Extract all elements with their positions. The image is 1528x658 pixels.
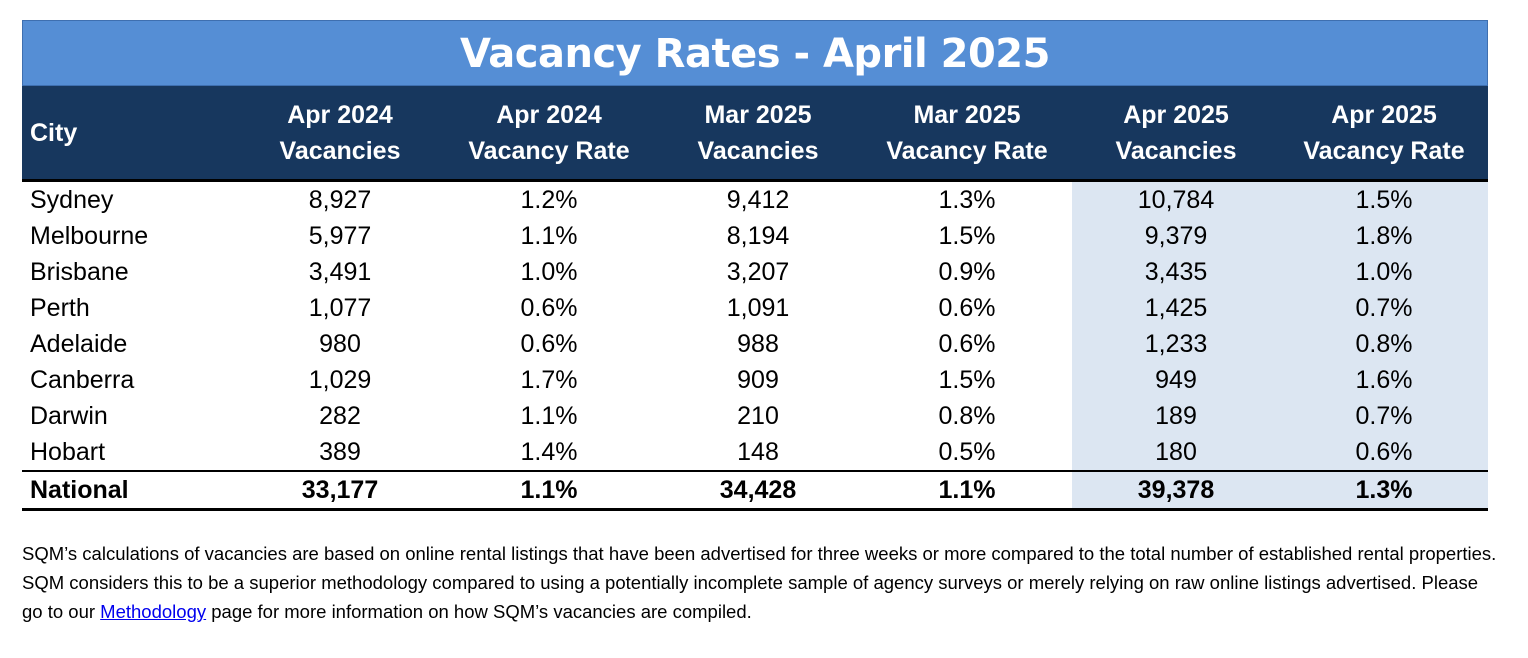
city-cell: Perth: [30, 293, 90, 322]
value-cell: 949: [1072, 362, 1280, 398]
city-cell: Canberra: [30, 365, 135, 394]
value-cell: 1.1%: [520, 221, 578, 250]
table-row: Hobart 389 1.4% 148 0.5% 180 0.6%: [22, 434, 1488, 471]
value-cell: 0.7%: [1280, 290, 1488, 326]
value-cell: 0.8%: [938, 401, 996, 430]
value-cell: 1.6%: [1280, 362, 1488, 398]
methodology-note: SQM’s calculations of vacancies are base…: [22, 539, 1502, 626]
header-apr2024-rate: Apr 2024 Vacancy Rate: [468, 100, 630, 165]
total-cell: 1.3%: [1280, 470, 1488, 511]
value-cell: 8,927: [308, 185, 372, 214]
value-cell: 1.7%: [520, 365, 578, 394]
table-row: Darwin 282 1.1% 210 0.8% 189 0.7%: [22, 398, 1488, 434]
header-city: City: [30, 118, 78, 147]
value-cell: 10,784: [1072, 180, 1280, 218]
value-cell: 5,977: [308, 221, 372, 250]
value-cell: 988: [737, 329, 779, 358]
total-cell: 34,428: [654, 470, 862, 511]
city-cell: Darwin: [30, 401, 108, 430]
value-cell: 1,425: [1072, 290, 1280, 326]
national-total-row: National 33,177 1.1% 34,428 1.1% 39,378 …: [22, 470, 1488, 511]
city-cell: Adelaide: [30, 329, 128, 358]
city-cell: Hobart: [30, 437, 106, 466]
table-row: Sydney 8,927 1.2% 9,412 1.3% 10,784 1.5%: [22, 180, 1488, 218]
table-row: Canberra 1,029 1.7% 909 1.5% 949 1.6%: [22, 362, 1488, 398]
value-cell: 0.9%: [938, 257, 996, 286]
total-cell: 1.1%: [444, 470, 654, 511]
value-cell: 980: [319, 329, 361, 358]
value-cell: 389: [319, 437, 361, 466]
total-cell: 39,378: [1072, 470, 1280, 511]
value-cell: 1,029: [308, 365, 372, 394]
table-row: Brisbane 3,491 1.0% 3,207 0.9% 3,435 1.0…: [22, 254, 1488, 290]
value-cell: 0.6%: [1280, 434, 1488, 471]
header-apr2025-vacancies: Apr 2025 Vacancies: [1115, 100, 1237, 165]
value-cell: 1.0%: [520, 257, 578, 286]
value-cell: 1.1%: [520, 401, 578, 430]
value-cell: 909: [737, 365, 779, 394]
value-cell: 1,077: [308, 293, 372, 322]
value-cell: 9,412: [726, 185, 790, 214]
value-cell: 3,491: [308, 257, 372, 286]
value-cell: 282: [319, 401, 361, 430]
table-row: Perth 1,077 0.6% 1,091 0.6% 1,425 0.7%: [22, 290, 1488, 326]
table-title: Vacancy Rates - April 2025: [22, 20, 1488, 86]
value-cell: 0.6%: [938, 329, 996, 358]
value-cell: 8,194: [726, 221, 790, 250]
value-cell: 0.7%: [1280, 398, 1488, 434]
header-mar2025-vacancies: Mar 2025 Vacancies: [697, 100, 819, 165]
vacancy-table: City Apr 2024 Vacancies Apr 2024 Vacancy R…: [22, 86, 1488, 511]
value-cell: 0.8%: [1280, 326, 1488, 362]
table-row: Melbourne 5,977 1.1% 8,194 1.5% 9,379 1.…: [22, 218, 1488, 254]
value-cell: 0.5%: [938, 437, 996, 466]
header-apr2024-vacancies: Apr 2024 Vacancies: [279, 100, 401, 165]
value-cell: 1.5%: [1280, 180, 1488, 218]
value-cell: 1.3%: [938, 185, 996, 214]
methodology-link[interactable]: Methodology: [100, 601, 207, 622]
value-cell: 1.8%: [1280, 218, 1488, 254]
value-cell: 148: [737, 437, 779, 466]
note-text: SQM’s calculations of vacancies are base…: [22, 543, 1497, 622]
value-cell: 3,435: [1072, 254, 1280, 290]
vacancy-table-frame: Vacancy Rates - April 2025 City Apr 2024…: [22, 20, 1488, 511]
value-cell: 0.6%: [520, 329, 578, 358]
value-cell: 1.4%: [520, 437, 578, 466]
value-cell: 210: [737, 401, 779, 430]
value-cell: 180: [1072, 434, 1280, 471]
value-cell: 189: [1072, 398, 1280, 434]
city-cell: National: [22, 470, 236, 511]
note-text-end: page for more information on how SQM’s v…: [206, 601, 752, 622]
total-cell: 33,177: [236, 470, 444, 511]
value-cell: 1.0%: [1280, 254, 1488, 290]
value-cell: 9,379: [1072, 218, 1280, 254]
value-cell: 1,233: [1072, 326, 1280, 362]
city-cell: Brisbane: [30, 257, 129, 286]
value-cell: 1,091: [726, 293, 790, 322]
value-cell: 1.5%: [938, 221, 996, 250]
value-cell: 0.6%: [520, 293, 578, 322]
value-cell: 0.6%: [938, 293, 996, 322]
city-cell: Melbourne: [30, 221, 149, 250]
header-row: City Apr 2024 Vacancies Apr 2024 Vacancy R…: [22, 86, 1488, 181]
city-cell: Sydney: [30, 185, 114, 214]
value-cell: 3,207: [726, 257, 790, 286]
header-apr2025-rate: Apr 2025 Vacancy Rate: [1303, 100, 1465, 165]
total-cell: 1.1%: [862, 470, 1072, 511]
value-cell: 1.2%: [520, 185, 578, 214]
value-cell: 1.5%: [938, 365, 996, 394]
header-mar2025-rate: Mar 2025 Vacancy Rate: [886, 100, 1048, 165]
table-row: Adelaide 980 0.6% 988 0.6% 1,233 0.8%: [22, 326, 1488, 362]
